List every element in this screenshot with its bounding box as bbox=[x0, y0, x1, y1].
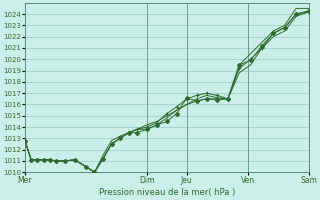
X-axis label: Pression niveau de la mer( hPa ): Pression niveau de la mer( hPa ) bbox=[99, 188, 235, 197]
